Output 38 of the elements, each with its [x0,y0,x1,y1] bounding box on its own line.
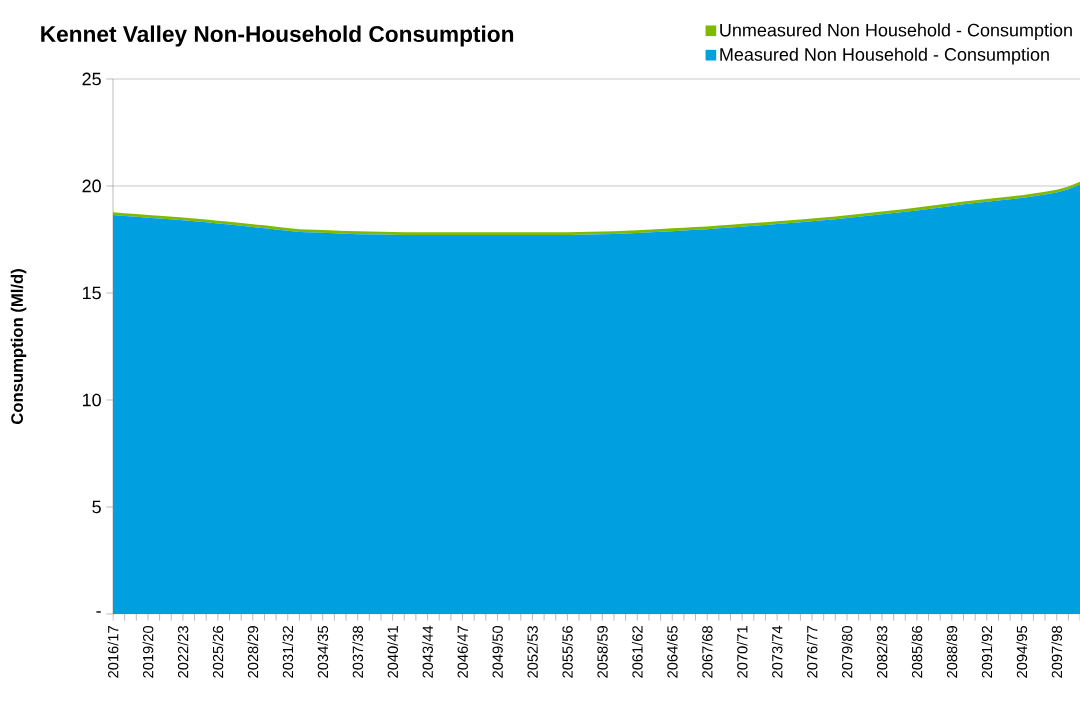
x-tick-label: 2091/92 [981,626,993,678]
y-tick-label: 5 [92,500,101,514]
x-tick-label: 2043/44 [422,625,433,678]
y-tick-label: 25 [82,72,101,86]
x-tick-label: 2049/50 [492,625,503,678]
x-tick-label: 2046/47 [457,626,468,678]
x-tick-label: 2019/20 [142,625,154,678]
x-tick-label: 2088/89 [946,626,958,678]
legend-label: Measured Non Household - Consumption [720,47,1049,65]
x-tick-label: 2058/59 [596,626,608,678]
x-tick-label: 2097/98 [1051,626,1063,678]
x-tick-label: 2016/17 [107,626,119,678]
chart-title: Kennet Valley Non-Household Consumption [41,25,514,47]
x-tick-label: 2055/56 [562,626,573,678]
x-tick-label: 2040/41 [387,626,399,678]
x-tick-label: 2073/74 [771,625,783,678]
y-tick-label: 15 [82,286,101,300]
x-tick-label: 2031/32 [282,626,294,678]
y-tick-label: - [96,611,101,613]
y-tick-label: 10 [82,393,101,407]
x-tick-label: 2052/53 [527,626,538,678]
y-axis-title: Consumption (Ml/d) [10,269,27,425]
x-tick-label: 2025/26 [212,626,224,678]
x-tick-label: 2082/83 [876,626,888,678]
x-tick-label: 2064/65 [666,626,678,678]
x-tick-label: 2034/35 [317,626,329,678]
x-tick-label: 2067/68 [701,626,713,678]
x-tick-label: 2022/23 [177,626,189,678]
x-tick-label: 2085/86 [911,626,923,678]
x-tick-label: 2061/62 [631,626,643,678]
y-tick-label: 20 [82,179,101,193]
legend-label: Unmeasured Non Household - Consumption [720,23,1072,41]
x-tick-label: 2037/38 [352,626,364,678]
x-tick-label: 2028/29 [247,626,259,678]
x-tick-label: 2079/80 [841,625,853,678]
x-tick-label: 2094/95 [1016,626,1028,678]
x-tick-label: 2070/71 [736,626,748,678]
x-tick-label: 2076/77 [806,626,818,678]
